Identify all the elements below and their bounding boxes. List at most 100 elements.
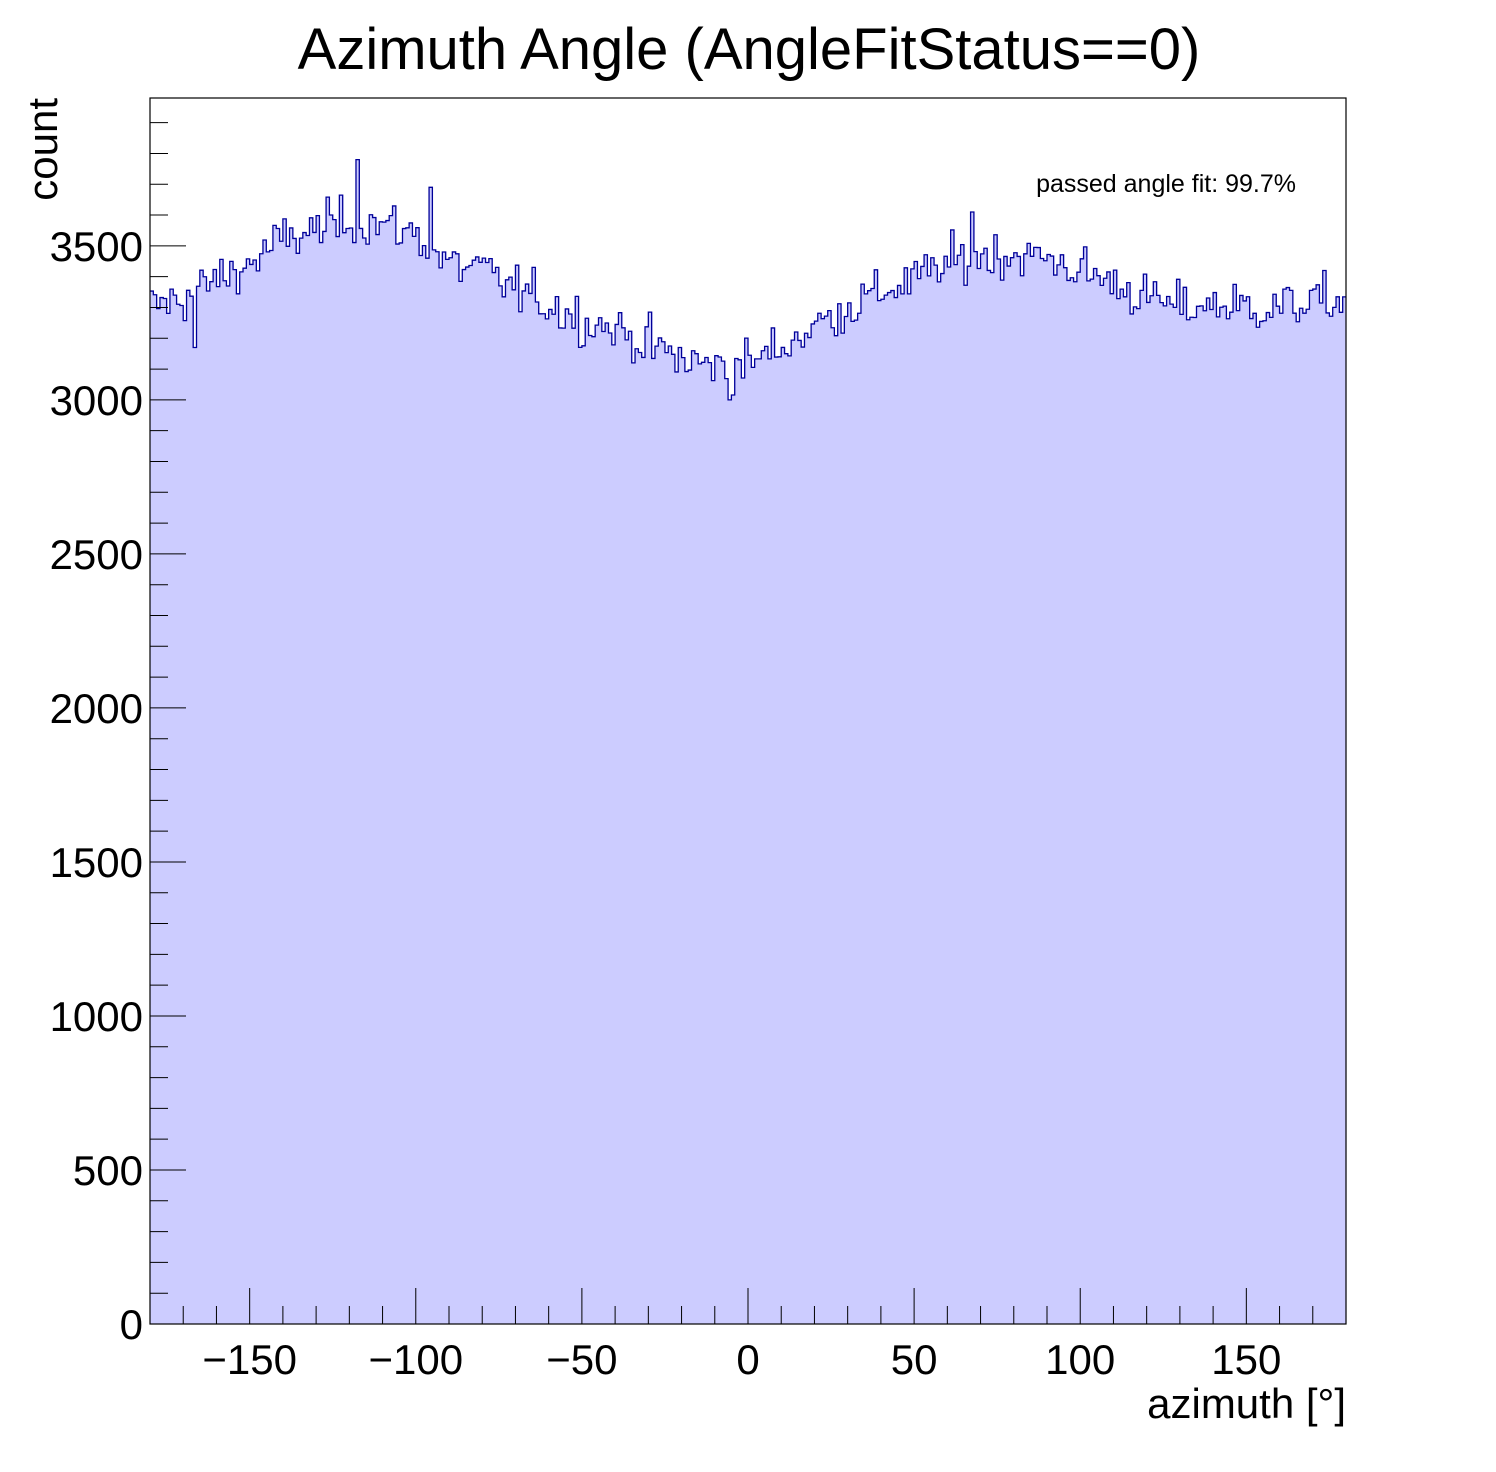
histogram-bin (608, 332, 613, 1325)
histogram-bin (827, 310, 832, 1324)
y-tick-label: 0 (120, 1301, 143, 1348)
histogram-bin (458, 281, 463, 1324)
histogram-bin (595, 325, 600, 1324)
histogram-bin (495, 267, 500, 1324)
histogram-bin (1093, 268, 1098, 1325)
histogram-bin (1123, 296, 1128, 1325)
histogram-bin (1339, 312, 1344, 1325)
histogram-bin (860, 284, 865, 1324)
histogram-bin (611, 344, 616, 1325)
histogram-bin (169, 289, 174, 1325)
histogram-bin (1236, 310, 1241, 1324)
histogram-bin (439, 267, 443, 1325)
histogram-bin (532, 267, 536, 1325)
histogram-bin (997, 258, 1002, 1325)
histogram-bin (498, 285, 503, 1324)
histogram-bin (409, 222, 414, 1324)
histogram-bin (797, 340, 802, 1325)
histogram-bin (166, 313, 171, 1325)
histogram-bin (359, 228, 364, 1325)
histogram-bin (528, 293, 533, 1324)
histogram-bin (648, 312, 653, 1324)
histogram-bin (472, 260, 477, 1324)
histogram-bin (1070, 277, 1075, 1325)
histogram-bin (462, 269, 467, 1324)
histogram-bin (751, 367, 756, 1324)
y-tick-label: 2000 (50, 685, 143, 732)
histogram-bin (864, 293, 869, 1325)
histogram-bin (897, 285, 902, 1325)
x-axis-ticks: −150 −100 −50 0 50 100 150 (182, 1288, 1314, 1383)
histogram-bin (781, 347, 786, 1324)
histogram-bin (1289, 290, 1294, 1324)
histogram-bin (774, 357, 779, 1324)
histogram-bin (1146, 302, 1151, 1324)
histogram-bin (292, 238, 297, 1324)
histogram-bin (748, 355, 752, 1324)
histogram-bin (671, 354, 676, 1324)
histogram-bin (894, 297, 899, 1325)
histogram-bin (691, 350, 696, 1324)
histogram-bin (980, 253, 985, 1325)
histogram-bin (990, 272, 995, 1325)
histogram-bin (944, 256, 948, 1324)
histogram-bin (186, 290, 191, 1324)
histogram-bin (402, 228, 407, 1324)
histogram-bin (807, 337, 812, 1324)
histogram-bin (1007, 266, 1012, 1324)
histogram-bin (542, 313, 546, 1324)
histogram-bin (1173, 307, 1178, 1324)
histogram-bin (1116, 298, 1121, 1325)
histogram-bin (312, 232, 317, 1325)
histogram-bin (1037, 247, 1041, 1324)
histogram-bin (379, 221, 384, 1325)
x-tick-label: 150 (1211, 1336, 1281, 1383)
histogram-bin (478, 262, 483, 1325)
histogram-bin (399, 242, 404, 1324)
histogram-bin (422, 245, 427, 1325)
histogram-bin (1179, 314, 1184, 1324)
histogram-bin (1130, 313, 1134, 1324)
histogram-bin (950, 229, 955, 1325)
histogram-bin (1080, 258, 1085, 1325)
histogram-bin (1169, 304, 1174, 1325)
histogram-bin (508, 277, 513, 1324)
histogram-bars (150, 159, 1347, 1325)
histogram-bin (738, 359, 742, 1324)
histogram-bin (628, 331, 633, 1324)
histogram-bin (203, 276, 208, 1325)
y-tick-label: 2500 (50, 531, 143, 578)
histogram-bin (741, 378, 746, 1324)
histogram-bin (917, 278, 922, 1325)
histogram-bin (1143, 274, 1148, 1325)
histogram-bin (551, 314, 556, 1324)
histogram-bin (213, 269, 218, 1324)
histogram-bin (638, 352, 643, 1324)
histogram-bin (1100, 285, 1105, 1324)
histogram-bin (837, 303, 842, 1325)
histogram-bin (1073, 281, 1078, 1324)
histogram-bin (934, 265, 938, 1325)
histogram-bin (173, 295, 178, 1325)
histogram-bin (900, 293, 905, 1324)
histogram-bin (1050, 256, 1055, 1325)
histogram-bin (1063, 267, 1068, 1324)
histogram-bin (429, 187, 433, 1324)
histogram-bin (1017, 256, 1022, 1325)
histogram-bin (452, 251, 457, 1324)
histogram-bin (1219, 307, 1224, 1325)
histogram-bin (711, 380, 716, 1324)
histogram-bin (319, 242, 324, 1325)
histogram-bin (698, 363, 703, 1324)
histogram-bin (581, 345, 586, 1325)
histogram-bin (189, 296, 194, 1325)
fit-annotation: passed angle fit: 99.7% (1036, 170, 1296, 198)
histogram-bin (834, 335, 839, 1324)
histogram-bin (1090, 279, 1095, 1325)
histogram-bin (455, 253, 460, 1324)
histogram-bin (1272, 294, 1277, 1325)
histogram-bin (246, 258, 251, 1324)
histogram-bin (326, 197, 330, 1324)
histogram-bin (276, 228, 281, 1325)
x-tick-label: −100 (368, 1336, 463, 1383)
